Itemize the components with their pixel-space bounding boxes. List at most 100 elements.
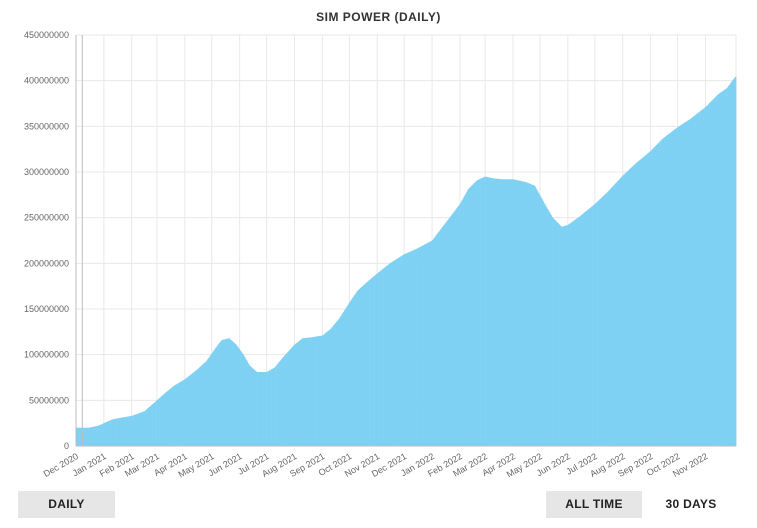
daily-bar: [673, 130, 675, 446]
daily-bar: [126, 416, 128, 446]
daily-bar: [660, 140, 662, 447]
daily-bar: [522, 181, 525, 446]
daily-bar: [407, 252, 410, 446]
daily-bar: [682, 123, 685, 447]
daily-bar: [596, 201, 598, 446]
daily-bar: [350, 300, 352, 446]
daily-bar: [584, 211, 587, 446]
daily-bar: [209, 356, 211, 446]
daily-bar: [560, 226, 562, 446]
daily-bar: [420, 246, 422, 446]
daily-bar: [187, 376, 189, 446]
daily-bar: [632, 165, 634, 446]
daily-bar: [357, 290, 359, 446]
y-tick-label: 200000000: [24, 258, 69, 268]
daily-bar: [477, 180, 479, 446]
daily-bar: [364, 283, 366, 446]
daily-bar: [245, 360, 248, 446]
daily-bar: [667, 134, 669, 446]
daily-bar: [153, 403, 155, 446]
daily-bar: [593, 204, 596, 446]
daily-bar: [537, 191, 539, 446]
thirty-days-button[interactable]: 30 DAYS: [665, 497, 717, 511]
daily-bar: [662, 138, 664, 446]
daily-bar: [278, 362, 280, 446]
daily-bar: [495, 178, 497, 446]
daily-bar: [732, 80, 734, 446]
daily-bar: [236, 346, 239, 446]
daily-bar: [722, 90, 724, 446]
daily-bar: [521, 181, 524, 447]
daily-bar: [209, 355, 212, 446]
daily-bar: [617, 180, 619, 446]
daily-bar: [190, 374, 192, 446]
daily-bar: [217, 345, 219, 446]
daily-bar: [664, 137, 666, 446]
daily-button[interactable]: DAILY: [18, 491, 115, 518]
daily-bar: [363, 284, 365, 446]
daily-bar: [687, 120, 689, 447]
daily-bar: [656, 144, 659, 446]
daily-bar: [501, 179, 503, 446]
daily-bar: [305, 337, 307, 446]
daily-bar: [450, 216, 452, 446]
daily-bar: [397, 257, 400, 446]
daily-bar: [166, 391, 169, 446]
daily-bar: [129, 416, 131, 446]
daily-bar: [211, 352, 214, 446]
daily-bar: [558, 224, 561, 446]
daily-bar: [585, 211, 588, 446]
daily-bar: [474, 182, 476, 446]
daily-bar: [114, 418, 116, 446]
y-tick-label: 50000000: [29, 395, 69, 405]
daily-bar: [524, 181, 526, 446]
daily-bar: [291, 347, 294, 446]
daily-bar: [96, 426, 98, 446]
y-tick-label: 150000000: [24, 304, 69, 314]
daily-bar: [372, 276, 374, 446]
daily-bar: [551, 216, 553, 446]
daily-bar: [536, 189, 538, 446]
daily-bar: [725, 88, 727, 447]
daily-bar: [644, 155, 646, 446]
daily-bar: [252, 368, 254, 446]
daily-bar: [261, 372, 263, 446]
daily-bar: [597, 201, 599, 446]
daily-bar: [533, 185, 535, 446]
daily-bar: [624, 173, 626, 446]
daily-bar: [313, 336, 315, 446]
daily-bar: [147, 408, 149, 446]
daily-bar: [685, 121, 687, 447]
daily-bar: [316, 336, 318, 446]
daily-bar: [645, 155, 647, 446]
daily-bar: [481, 177, 483, 447]
daily-bar: [527, 182, 529, 446]
daily-bar: [517, 180, 519, 446]
daily-bar: [507, 179, 509, 446]
daily-bar: [201, 364, 204, 446]
daily-bar: [250, 366, 252, 446]
daily-bar: [272, 368, 275, 446]
daily-bar: [283, 356, 285, 446]
daily-bar: [176, 383, 178, 446]
daily-bar: [586, 210, 588, 446]
all-time-button[interactable]: ALL TIME: [546, 491, 642, 518]
daily-bar: [657, 143, 660, 447]
daily-bar: [565, 225, 567, 446]
daily-bar: [156, 400, 158, 446]
daily-bar: [293, 345, 295, 446]
daily-bar: [635, 163, 637, 446]
daily-bar: [520, 180, 522, 446]
daily-bar: [91, 427, 93, 446]
daily-bar: [117, 418, 119, 446]
daily-bar: [568, 223, 570, 446]
daily-bar: [658, 142, 660, 446]
daily-bar: [468, 187, 471, 447]
daily-bar: [216, 346, 218, 446]
daily-bar: [471, 185, 473, 447]
daily-bar: [530, 184, 532, 446]
daily-bar: [475, 181, 477, 446]
daily-bar: [120, 417, 123, 446]
daily-bar: [403, 254, 405, 446]
daily-bar: [366, 282, 368, 446]
